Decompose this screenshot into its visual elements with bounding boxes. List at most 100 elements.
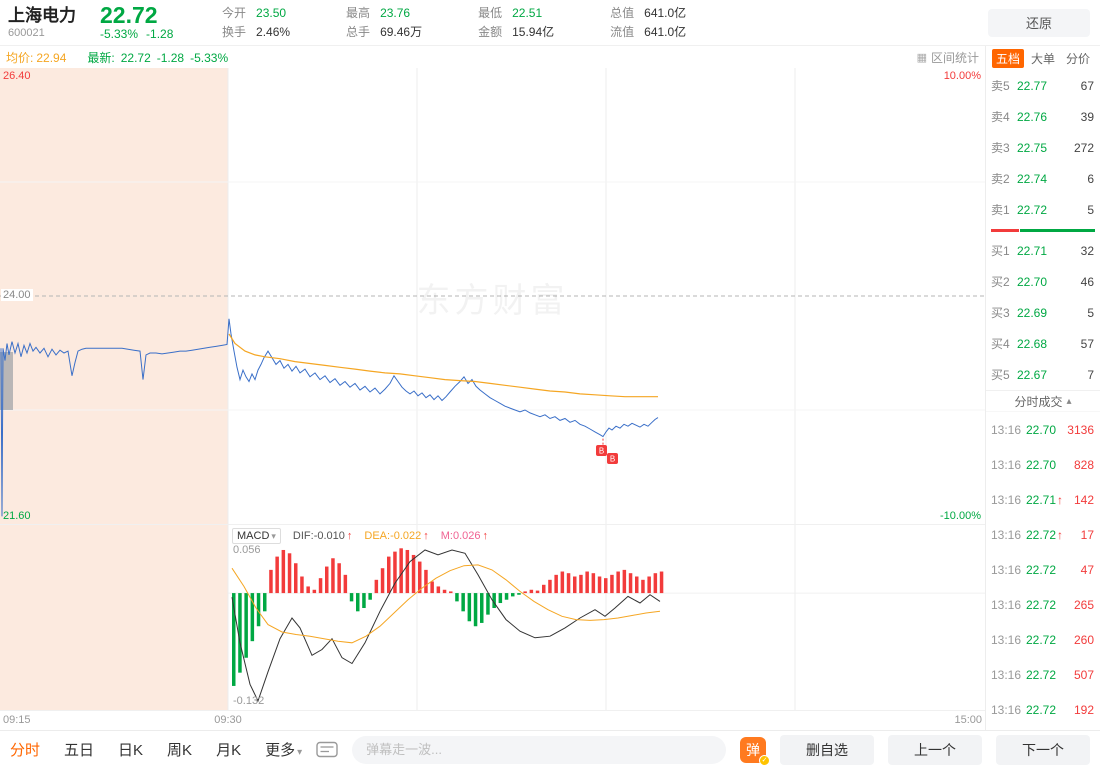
stat-value: 23.76	[380, 5, 411, 20]
trade-price: 22.72	[1026, 667, 1057, 682]
danmu-send-button[interactable]: 弹 ✓	[740, 736, 770, 766]
trade-row: 13:16 22.70 828	[986, 447, 1100, 482]
ask-price: 22.72	[1017, 202, 1048, 217]
svg-text:B: B	[610, 455, 615, 464]
stat-value: 2.46%	[256, 24, 291, 39]
stat-value: 641.0亿	[644, 5, 687, 20]
stat-label: 流值	[610, 24, 635, 39]
axis-label-pct-low: -10.00%	[940, 510, 981, 522]
svg-text:B: B	[599, 447, 604, 456]
trade-row: 13:16 22.72↑ 17	[986, 517, 1100, 552]
price-block: 22.72 -5.33% -1.28	[100, 3, 208, 42]
bid-levels: 买1 22.71 32 买2 22.70 46 买3 22.69 5 买4 22.68 57 买5 22.…	[986, 235, 1100, 390]
stock-identity: 上海电力 600021	[8, 6, 100, 40]
trade-volume: 260	[1073, 632, 1094, 647]
bid-label: 买4	[991, 337, 1010, 351]
axis-label-low: 21.60	[3, 510, 31, 522]
ratio-green-segment	[1020, 228, 1095, 232]
trade-time: 13:16	[991, 527, 1022, 542]
collapse-up-icon: ▴	[1066, 395, 1072, 407]
up-arrow-icon: ↑	[1057, 492, 1064, 507]
danmu-input[interactable]	[352, 735, 726, 764]
macd-axis-max: 0.056	[233, 544, 261, 556]
tab-five-level[interactable]: 五档	[992, 48, 1025, 68]
stat-volume: 总手 69.46万	[346, 23, 422, 42]
stat-label: 最高	[346, 5, 371, 20]
period-tabs: 分时 五日 日K 周K 月K 更多 ▾	[10, 739, 302, 760]
remove-watchlist-button[interactable]: 删自选	[780, 734, 874, 765]
trade-row: 13:16 22.72 265	[986, 587, 1100, 622]
ask-row[interactable]: 卖2 22.74 6	[986, 163, 1100, 194]
header-stat-column: 总值 641.0亿 流值 641.0亿	[610, 4, 686, 42]
bid-label: 买1	[991, 244, 1010, 258]
ask-row[interactable]: 卖5 22.77 67	[986, 70, 1100, 101]
bid-volume: 5	[1087, 305, 1094, 320]
danmu-badge-icon: ✓	[759, 754, 770, 766]
tab-five-day[interactable]: 五日	[64, 742, 95, 759]
time-axis: 09:15 09:30 15:00	[0, 710, 985, 730]
trade-price: 22.71↑	[1026, 492, 1064, 507]
ask-row[interactable]: 卖4 22.76 39	[986, 101, 1100, 132]
bid-row[interactable]: 买2 22.70 46	[986, 266, 1100, 297]
danmu-panel-icon[interactable]	[316, 741, 338, 759]
trade-time: 13:16	[991, 597, 1022, 612]
macd-chart-canvas[interactable]	[0, 525, 985, 710]
price-change: -5.33% -1.28	[100, 27, 208, 42]
trade-row: 13:16 22.72 260	[986, 622, 1100, 657]
tab-intraday[interactable]: 分时	[10, 742, 41, 759]
bid-label: 买3	[991, 306, 1010, 320]
header-stat-column: 最高 23.76 总手 69.46万	[346, 4, 422, 42]
change-amount: -1.28	[146, 27, 174, 41]
bid-price: 22.71	[1017, 243, 1048, 258]
indicator-selector[interactable]: MACD ▾	[232, 528, 281, 544]
ask-price: 22.76	[1017, 109, 1048, 124]
ask-row[interactable]: 卖1 22.72 5	[986, 194, 1100, 225]
trade-row: 13:16 22.70 3136	[986, 412, 1100, 447]
bid-row[interactable]: 买5 22.67 7	[986, 359, 1100, 390]
trade-row: 13:16 22.72 507	[986, 657, 1100, 692]
bid-row[interactable]: 买3 22.69 5	[986, 297, 1100, 328]
trade-row: 13:16 22.72 47	[986, 552, 1100, 587]
tab-weekly-k[interactable]: 周K	[167, 742, 193, 759]
order-book-sidebar: 五档 大单 分价 卖5 22.77 67 卖4 22.76 39 卖3 22.75 272 卖2 22.…	[985, 46, 1100, 730]
previous-button[interactable]: 上一个	[888, 734, 982, 765]
macd-panel[interactable]: MACD ▾ DIF:-0.010 ↑ DEA:-0.022 ↑ M:0.026 ↑ 0…	[0, 524, 985, 710]
chevron-down-icon: ▾	[297, 747, 303, 758]
trade-volume: 828	[1073, 457, 1094, 472]
bid-row[interactable]: 买4 22.68 57	[986, 328, 1100, 359]
tab-more[interactable]: 更多 ▾	[265, 742, 303, 759]
stat-open: 今开 23.50	[222, 4, 290, 23]
range-statistics-button[interactable]: ▦ 区间统计	[916, 50, 979, 65]
bid-price: 22.69	[1017, 305, 1048, 320]
tab-daily-k[interactable]: 日K	[118, 742, 144, 759]
ask-levels: 卖5 22.77 67 卖4 22.76 39 卖3 22.75 272 卖2 22.74 6 卖1 22…	[986, 70, 1100, 225]
trade-price: 22.72	[1026, 562, 1057, 577]
trades-header[interactable]: 分时成交 ▴	[986, 390, 1100, 412]
action-buttons: 删自选 上一个 下一个	[780, 734, 1090, 765]
bid-label: 买2	[991, 275, 1010, 289]
next-button[interactable]: 下一个	[996, 734, 1090, 765]
bid-price: 22.67	[1017, 367, 1048, 382]
chart-subheader: 均价: 22.94 最新: 22.72 -1.28 -5.33% ▦ 区间统计	[0, 46, 985, 68]
intraday-chart-canvas[interactable]: BB	[0, 68, 985, 524]
ask-label: 卖3	[991, 141, 1010, 155]
bid-volume: 57	[1080, 336, 1094, 351]
trade-time: 13:16	[991, 632, 1022, 647]
current-price: 22.72	[100, 2, 158, 28]
stat-label: 总值	[610, 5, 635, 20]
bid-row[interactable]: 买1 22.71 32	[986, 235, 1100, 266]
trade-volume: 507	[1073, 667, 1094, 682]
header-stat-column: 今开 23.50 换手 2.46%	[222, 4, 290, 42]
trade-time: 13:16	[991, 492, 1022, 507]
tab-monthly-k[interactable]: 月K	[216, 742, 242, 759]
restore-button[interactable]: 还原	[988, 8, 1090, 37]
tab-price-dist[interactable]: 分价	[1065, 51, 1090, 66]
bid-label: 买5	[991, 368, 1010, 382]
axis-label-pct-high: 10.00%	[943, 70, 981, 82]
ask-row[interactable]: 卖3 22.75 272	[986, 132, 1100, 163]
trade-price: 22.72	[1026, 702, 1057, 717]
stat-value: 69.46万	[380, 24, 423, 39]
tab-big-orders[interactable]: 大单	[1030, 51, 1055, 66]
